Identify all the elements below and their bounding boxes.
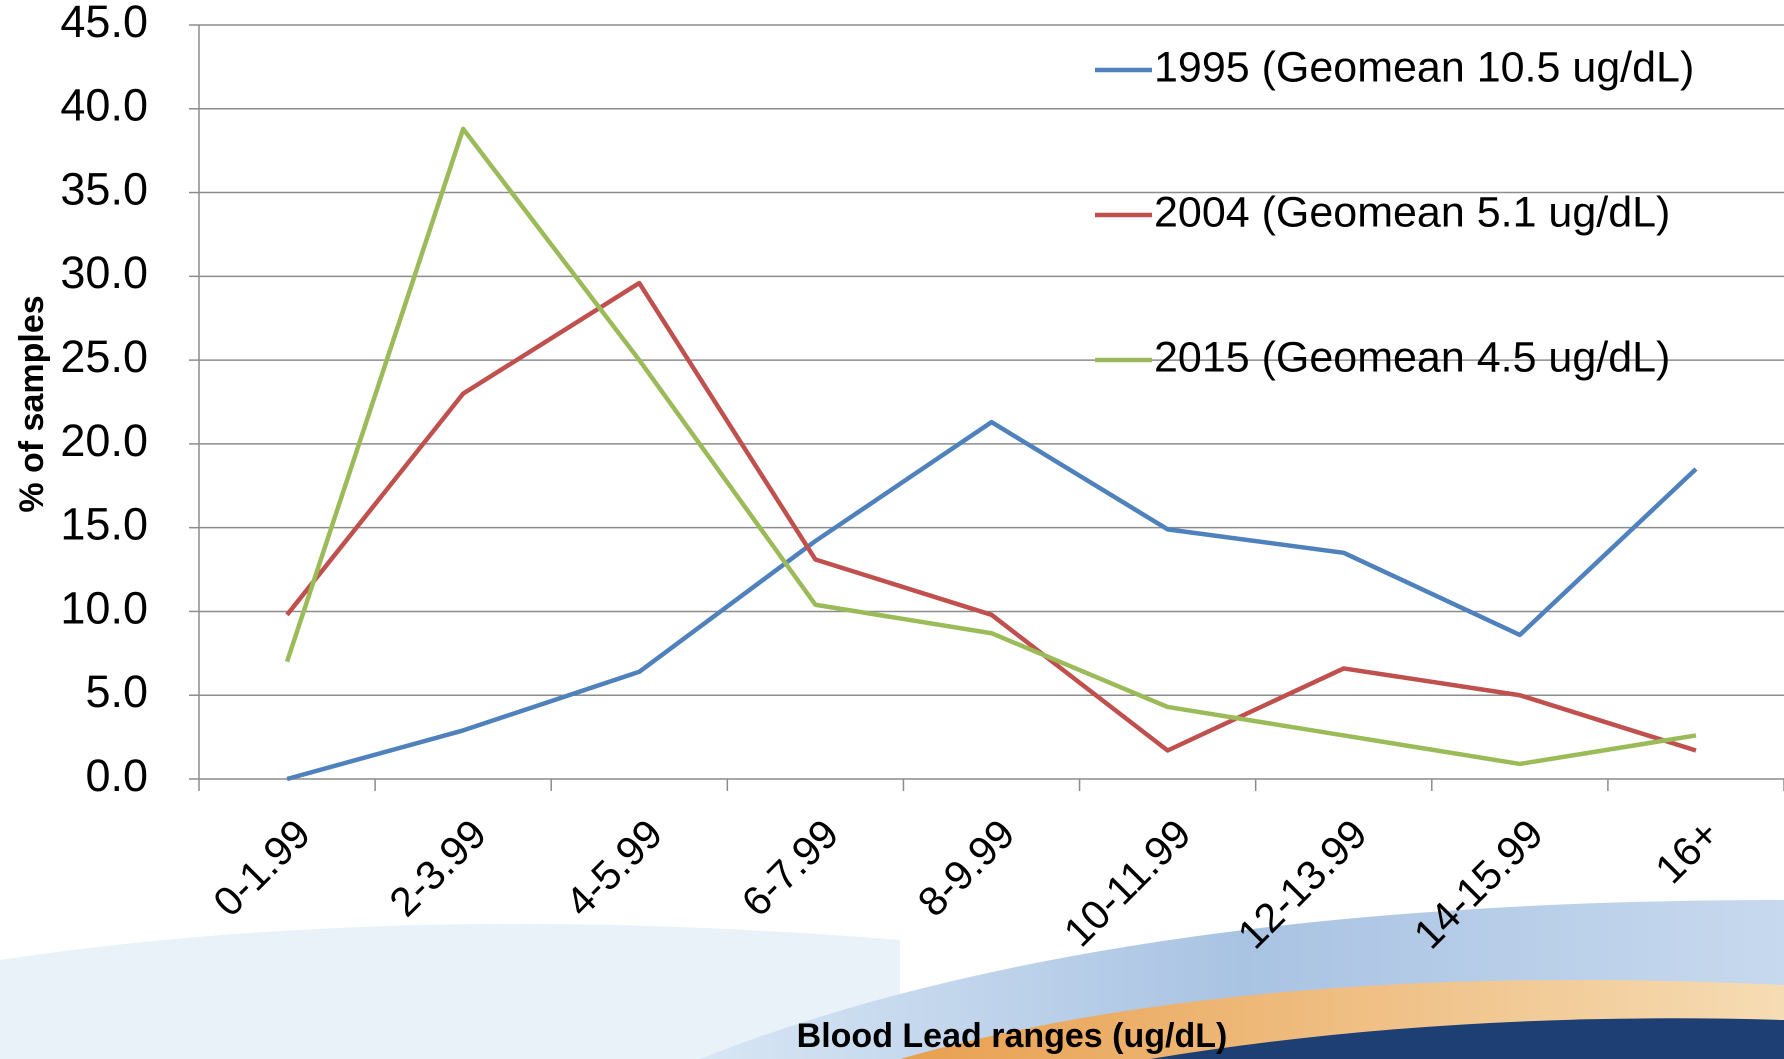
y-tick-label: 5.0 — [85, 666, 148, 717]
y-tick-label: 0.0 — [85, 750, 148, 801]
lines — [284, 126, 1698, 782]
series-line — [284, 126, 1697, 767]
x-tick-label: 6-7.99 — [733, 810, 848, 925]
x-tick-label: 10-11.99 — [1055, 810, 1200, 955]
legend-label: 1995 (Geomean 10.5 ug/dL) — [1154, 43, 1694, 91]
y-tick-label: 15.0 — [60, 499, 148, 550]
y-tick-label: 30.0 — [60, 247, 148, 298]
labels: 0.0 5.0 10.0 15.0 20.0 25.0 30.0 35.0 40.0 45.0 0-… — [60, 0, 1728, 957]
x-tick-label: 8-9.99 — [909, 810, 1024, 925]
background-swoosh — [0, 900, 1784, 1059]
y-axis-title: % of samples — [13, 295, 51, 512]
x-tick-label: 16+ — [1646, 810, 1728, 892]
grid — [189, 24, 1784, 791]
y-tick-label: 25.0 — [60, 331, 148, 382]
series-line — [286, 419, 1698, 782]
series-line — [285, 280, 1697, 753]
y-tick-label: 35.0 — [60, 163, 148, 214]
x-tick-label: 0-1.99 — [204, 810, 319, 925]
legend-label: 2004 (Geomean 5.1 ug/dL) — [1154, 188, 1670, 236]
y-tick-label: 40.0 — [60, 80, 148, 131]
x-tick-label: 4-5.99 — [557, 810, 672, 925]
x-tick-label: 2-3.99 — [380, 810, 495, 925]
x-axis-title: Blood Lead ranges (ug/dL) — [797, 1017, 1228, 1055]
y-tick-label: 20.0 — [60, 415, 148, 466]
y-tick-label: 10.0 — [60, 582, 148, 633]
y-tick-label: 45.0 — [60, 0, 148, 47]
legend-label: 2015 (Geomean 4.5 ug/dL) — [1154, 333, 1670, 381]
